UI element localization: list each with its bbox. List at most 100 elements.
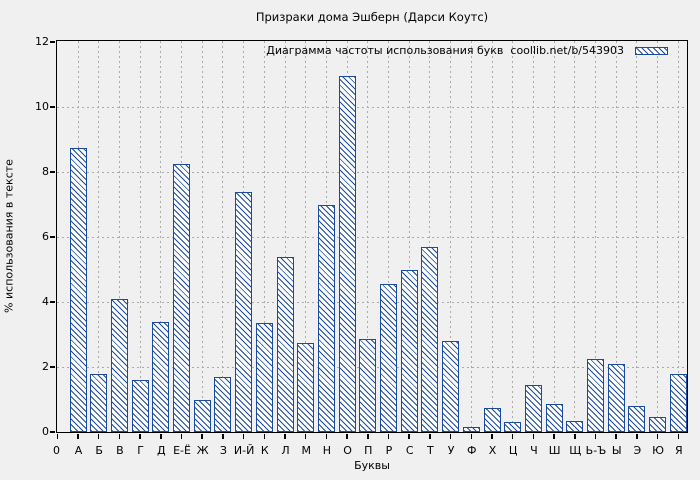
- x-tick-Ь-Ъ: [594, 434, 597, 439]
- v-gridline-С: [408, 41, 410, 432]
- x-tick-label-З: З: [219, 444, 227, 457]
- x-tick-Ж: [201, 434, 203, 439]
- bar-Э: [628, 406, 646, 432]
- x-tick-origin: [56, 434, 58, 439]
- v-gridline-Б: [98, 41, 100, 432]
- x-tick-label-У: У: [447, 444, 455, 457]
- v-gridline-Ь-Ъ: [595, 41, 596, 432]
- v-gridline-Я: [677, 41, 679, 432]
- x-tick-label-Ы: Ы: [611, 444, 622, 457]
- x-tick-Ю: [656, 434, 659, 439]
- x-tick-label-Ш: Ш: [548, 444, 561, 457]
- v-gridline-Д: [160, 41, 162, 432]
- x-tick-З: [222, 434, 224, 439]
- v-gridline-Ю: [657, 41, 659, 432]
- x-tick-label-Е-Ё: Е-Ё: [173, 444, 191, 457]
- x-tick-О: [346, 434, 348, 439]
- bar-Ч: [524, 384, 542, 432]
- v-gridline-Х: [491, 41, 493, 432]
- y-tick-label-10: 10: [35, 99, 49, 113]
- v-gridline-В: [118, 41, 120, 432]
- bar-А: [69, 147, 87, 432]
- x-tick-label-Ф: Ф: [467, 444, 477, 457]
- bar-Л: [276, 256, 294, 432]
- x-tick-label-Л: Л: [281, 444, 290, 457]
- legend-swatch-hatched: [635, 46, 668, 55]
- bar-Ф: [462, 427, 480, 432]
- x-tick-label-К: К: [260, 444, 269, 457]
- x-tick-Д: [160, 434, 162, 439]
- bar-Ю: [649, 417, 667, 432]
- v-gridline-Ч: [532, 41, 534, 432]
- x-axis-title: Буквы: [354, 459, 390, 472]
- bar-Б: [90, 373, 108, 432]
- x-tick-label-Ч: Ч: [530, 444, 538, 457]
- bar-Е-Ё: [173, 163, 190, 432]
- y-tick-label-6: 6: [42, 229, 49, 243]
- v-gridline-У: [450, 41, 452, 432]
- v-gridline-Ж: [201, 41, 203, 432]
- bar-В: [110, 298, 128, 432]
- x-tick-А: [77, 434, 79, 439]
- y-tick-0: [50, 431, 55, 433]
- bar-Ц: [504, 422, 522, 432]
- x-tick-П: [367, 434, 369, 439]
- bar-Г: [131, 380, 149, 432]
- bar-Т: [421, 246, 439, 432]
- v-gridline-Ф: [470, 41, 472, 432]
- v-gridline-Л: [284, 41, 286, 432]
- bar-З: [214, 376, 232, 432]
- x-tick-label-origin: 0: [53, 444, 60, 457]
- x-tick-Н: [325, 434, 328, 439]
- h-gridline-8: [57, 171, 687, 173]
- x-tick-label-Щ: Щ: [569, 444, 582, 457]
- v-gridline-Щ: [574, 41, 576, 432]
- bar-У: [442, 341, 460, 432]
- v-gridline-Э: [636, 41, 638, 432]
- y-tick-8: [50, 171, 55, 173]
- v-gridline-К: [263, 41, 265, 432]
- x-tick-К: [263, 434, 266, 439]
- x-tick-Ы: [615, 434, 617, 439]
- x-tick-Т: [429, 434, 431, 439]
- v-gridline-Т: [429, 41, 431, 432]
- y-tick-6: [50, 236, 55, 238]
- bar-Х: [483, 407, 501, 432]
- x-tick-Л: [284, 434, 286, 439]
- bar-П: [359, 339, 377, 432]
- x-tick-Б: [97, 434, 100, 439]
- y-tick-12: [50, 41, 55, 43]
- x-tick-label-С: С: [405, 444, 414, 457]
- x-tick-Г: [139, 434, 141, 439]
- bar-О: [338, 76, 356, 432]
- x-tick-label-Ь-Ъ: Ь-Ъ: [585, 444, 607, 457]
- bar-Ш: [545, 404, 563, 432]
- x-tick-label-Т: Т: [427, 444, 434, 457]
- x-tick-label-Х: Х: [488, 444, 497, 457]
- x-tick-label-Ю: Ю: [652, 444, 665, 457]
- x-tick-label-А: А: [74, 444, 83, 457]
- v-gridline-Ш: [553, 41, 555, 432]
- bar-К: [255, 323, 273, 432]
- bar-Щ: [566, 420, 584, 432]
- x-tick-Щ: [574, 434, 576, 439]
- x-tick-label-Ц: Ц: [508, 444, 518, 457]
- x-tick-Ц: [511, 434, 514, 439]
- y-tick-label-4: 4: [42, 294, 49, 308]
- v-gridline-Г: [139, 41, 141, 432]
- bar-Ж: [193, 399, 211, 432]
- v-gridline-З: [222, 41, 224, 432]
- y-tick-10: [50, 106, 55, 108]
- v-gridline-Р: [388, 41, 389, 432]
- y-tick-2: [50, 366, 55, 368]
- bar-И-Й: [235, 191, 253, 432]
- bar-Я: [669, 373, 687, 432]
- x-tick-Ф: [470, 434, 473, 439]
- x-tick-label-Я: Я: [674, 444, 683, 457]
- x-tick-Ч: [532, 434, 535, 439]
- y-tick-label-12: 12: [35, 34, 49, 48]
- bar-М: [297, 342, 315, 432]
- x-tick-label-Р: Р: [385, 444, 393, 457]
- h-gridline-6: [57, 236, 687, 238]
